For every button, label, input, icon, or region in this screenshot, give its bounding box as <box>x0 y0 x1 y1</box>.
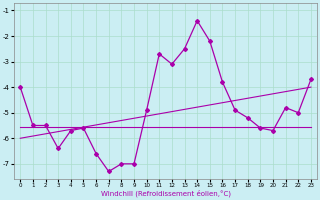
X-axis label: Windchill (Refroidissement éolien,°C): Windchill (Refroidissement éolien,°C) <box>100 190 231 197</box>
